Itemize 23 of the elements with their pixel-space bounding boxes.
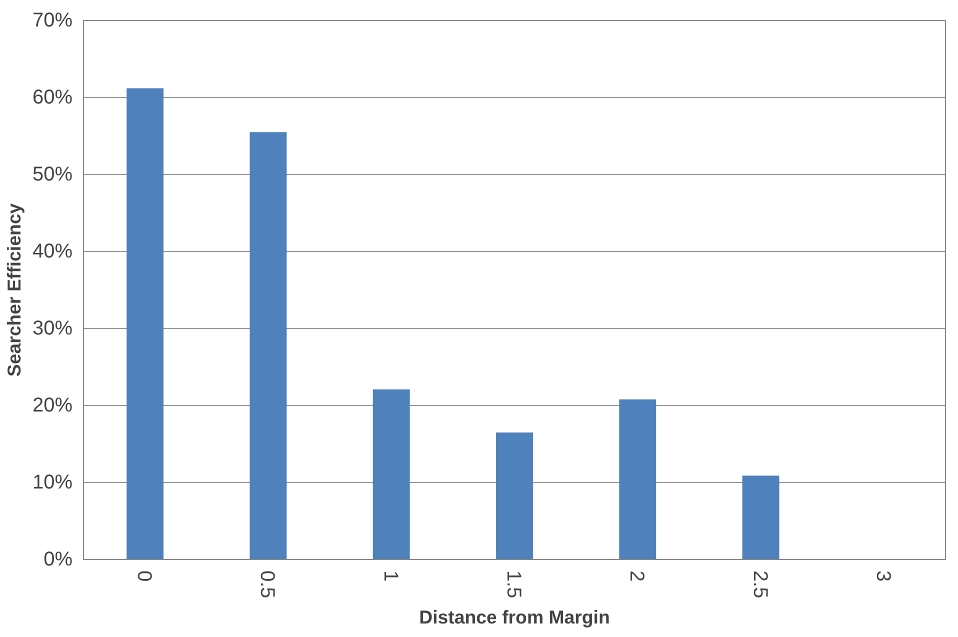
y-tick-label: 70% bbox=[32, 10, 73, 32]
bar bbox=[742, 476, 780, 560]
x-tick-label: 1 bbox=[379, 570, 402, 582]
x-tick-label: 2.5 bbox=[748, 570, 771, 598]
y-axis-title: Searcher Efficiency bbox=[3, 202, 24, 377]
bar bbox=[496, 432, 533, 560]
x-tick-label: 0.5 bbox=[256, 570, 278, 598]
y-tick-label: 50% bbox=[32, 164, 73, 186]
bar bbox=[372, 389, 410, 560]
y-tick-label: 10% bbox=[32, 472, 73, 494]
y-tick-label: 60% bbox=[32, 86, 73, 108]
bar bbox=[619, 399, 656, 560]
x-tick-label: 2 bbox=[626, 570, 648, 582]
x-tick-label: 1.5 bbox=[502, 570, 524, 598]
bar bbox=[250, 132, 287, 560]
y-tick-label: 20% bbox=[32, 394, 73, 416]
x-tick-label: 3 bbox=[872, 570, 894, 582]
x-tick-label: 0 bbox=[133, 570, 156, 582]
y-tick-label: 30% bbox=[32, 318, 73, 340]
x-axis-title: Distance from Margin bbox=[419, 606, 610, 628]
y-tick-label: 0% bbox=[44, 548, 73, 570]
bar bbox=[126, 88, 164, 560]
y-tick-label: 40% bbox=[32, 240, 73, 262]
